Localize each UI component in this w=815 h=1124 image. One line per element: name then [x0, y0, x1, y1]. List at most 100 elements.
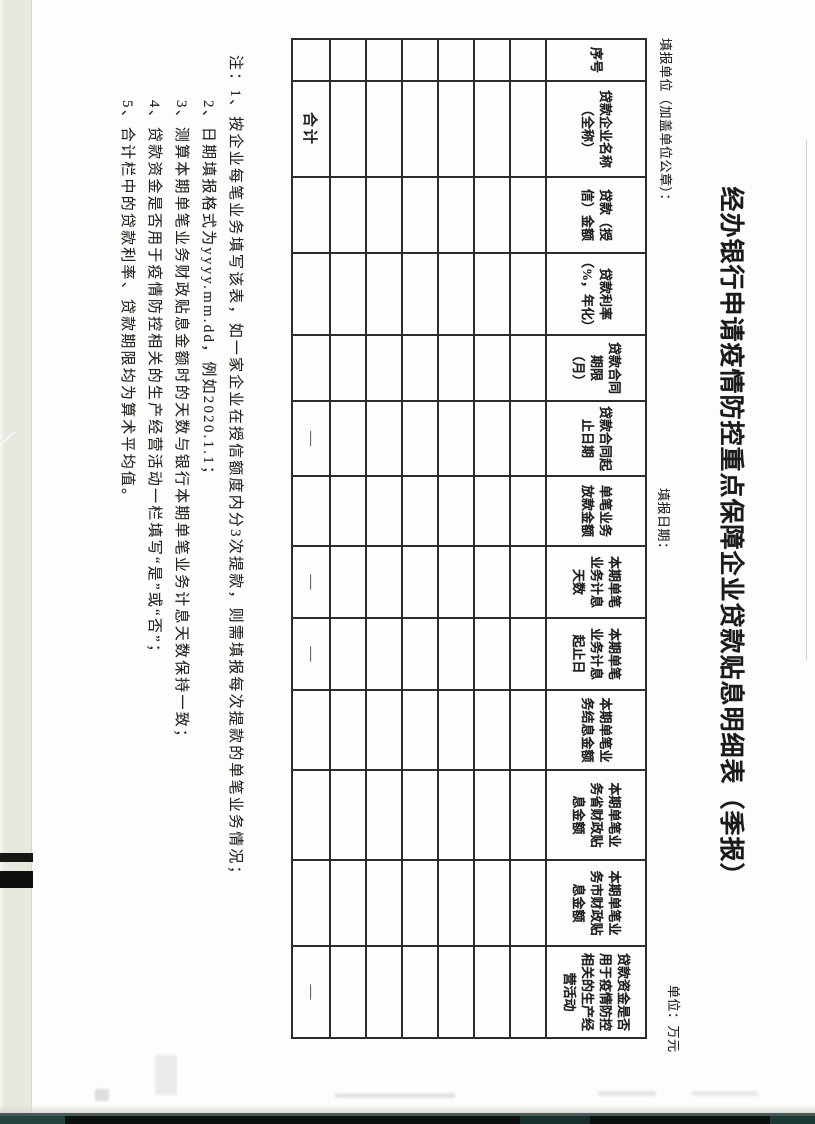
table-cell: — [292, 546, 330, 618]
table-cell [402, 946, 438, 1038]
table-cell [330, 946, 366, 1038]
table-cell [438, 335, 474, 401]
table-cell [474, 946, 510, 1038]
table-header-cell: 本期单笔 业务计息 天数 [546, 546, 646, 618]
unit-label: 单位：万元 [666, 985, 681, 1053]
table-cell [474, 860, 510, 946]
report-date-label: 填报日期： [656, 488, 671, 556]
table-cell [510, 690, 546, 770]
scan-smudge [155, 1055, 177, 1095]
table-cell [366, 253, 402, 335]
table-cell [292, 770, 330, 860]
table-cell [438, 770, 474, 860]
table-cell [330, 618, 366, 690]
scan-bottom-strip [0, 1116, 815, 1124]
table-cell [510, 546, 546, 618]
table-cell [330, 39, 366, 81]
table-cell [330, 690, 366, 770]
scan-smudge [598, 1091, 656, 1096]
table-cell [292, 253, 330, 335]
table-cell [438, 39, 474, 81]
table-cell [510, 476, 546, 546]
table-cell [510, 39, 546, 81]
note-line: 2、日期填报格式为yyyy.mm.dd，例如2020.1.1； [200, 100, 216, 484]
table-header-cell: 贷款企业名称 （全称） [546, 81, 646, 177]
table-header-cell: 贷款合同起 止日期 [546, 401, 646, 476]
table-cell [330, 253, 366, 335]
table-cell [292, 39, 330, 81]
table-header-cell: 序号 [546, 39, 646, 81]
table-cell [330, 546, 366, 618]
table-cell [510, 177, 546, 253]
table-cell [402, 546, 438, 618]
table-cell [438, 476, 474, 546]
table-header-cell: 本期单笔业 务结息金额 [546, 690, 646, 770]
table-cell [438, 946, 474, 1038]
table-cell [366, 401, 402, 476]
table-cell [292, 476, 330, 546]
table-cell [402, 618, 438, 690]
table-cell: — [292, 618, 330, 690]
table-cell: — [292, 401, 330, 476]
table-cell [330, 401, 366, 476]
table-cell [366, 476, 402, 546]
table-cell [474, 476, 510, 546]
table-cell [292, 860, 330, 946]
table-header-cell: 贷款合同 期限 （月） [546, 335, 646, 401]
table-cell [438, 860, 474, 946]
table-cell [438, 618, 474, 690]
table-cell [510, 401, 546, 476]
table-cell [510, 253, 546, 335]
reporting-unit-label: 填报单位（加盖单位公章）： [658, 38, 673, 208]
scan-bottom-edge-line [0, 1113, 815, 1117]
note-line: 4、贷款资金是否用于疫情防控相关的生产经营活动一栏填写“是”或“否”； [146, 100, 162, 662]
table-cell [292, 177, 330, 253]
table-cell [330, 81, 366, 177]
table-cell [330, 476, 366, 546]
note-line: 注：1、按企业每笔业务填写该表，如一家企业在授信额度内分3次提款，则需填报每次提… [227, 55, 243, 883]
table-cell [402, 81, 438, 177]
table-cell [438, 546, 474, 618]
scan-bottom-teal-segment [0, 1116, 65, 1124]
scan-bottom-teal-segment [770, 1116, 815, 1124]
table-cell [438, 401, 474, 476]
table-cell [510, 946, 546, 1038]
table-cell [402, 770, 438, 860]
table-cell [438, 81, 474, 177]
table-cell [292, 335, 330, 401]
table-cell [474, 770, 510, 860]
scan-smudge [692, 1091, 758, 1096]
scan-smudge [335, 1093, 455, 1098]
table-cell [438, 690, 474, 770]
table-cell [474, 401, 510, 476]
table-cell [474, 546, 510, 618]
table-cell [366, 39, 402, 81]
table-cell [402, 401, 438, 476]
table-cell [474, 690, 510, 770]
film-edge-bar [0, 853, 33, 862]
table-header-cell: 本期单笔 业务计息 起止日 [546, 618, 646, 690]
table-cell: — [292, 946, 330, 1038]
table-cell [402, 335, 438, 401]
table-cell [366, 177, 402, 253]
form-title: 经办银行申请疫情防控重点保障企业贷款贴息明细表（季报） [717, 186, 744, 889]
table-cell [510, 618, 546, 690]
table-cell [366, 946, 402, 1038]
table-cell [402, 177, 438, 253]
table-cell [474, 618, 510, 690]
table-cell [510, 770, 546, 860]
table-cell [366, 770, 402, 860]
film-edge-bar [0, 871, 33, 888]
notes-block: 注：1、按企业每笔业务填写该表，如一家企业在授信额度内分3次提款，则需填报每次提… [108, 55, 243, 1095]
table-cell [474, 335, 510, 401]
table-cell [402, 39, 438, 81]
note-line: 5、合计栏中的贷款利率、贷款期限均为算术平均值。 [119, 100, 135, 506]
scan-bottom-teal-segment [520, 1116, 590, 1124]
table-header-cell: 贷款（授 信）金额 [546, 177, 646, 253]
total-label-cell: 合计 [292, 81, 330, 177]
table-header-cell: 贷款利率 （%，年化） [546, 253, 646, 335]
table-header-cell: 贷款资金是否 用于疫情防控 相关的生产经 营活动 [546, 946, 646, 1038]
table-cell [330, 177, 366, 253]
table-header-cell: 本期单笔业 务省财政贴 息金额 [546, 770, 646, 860]
